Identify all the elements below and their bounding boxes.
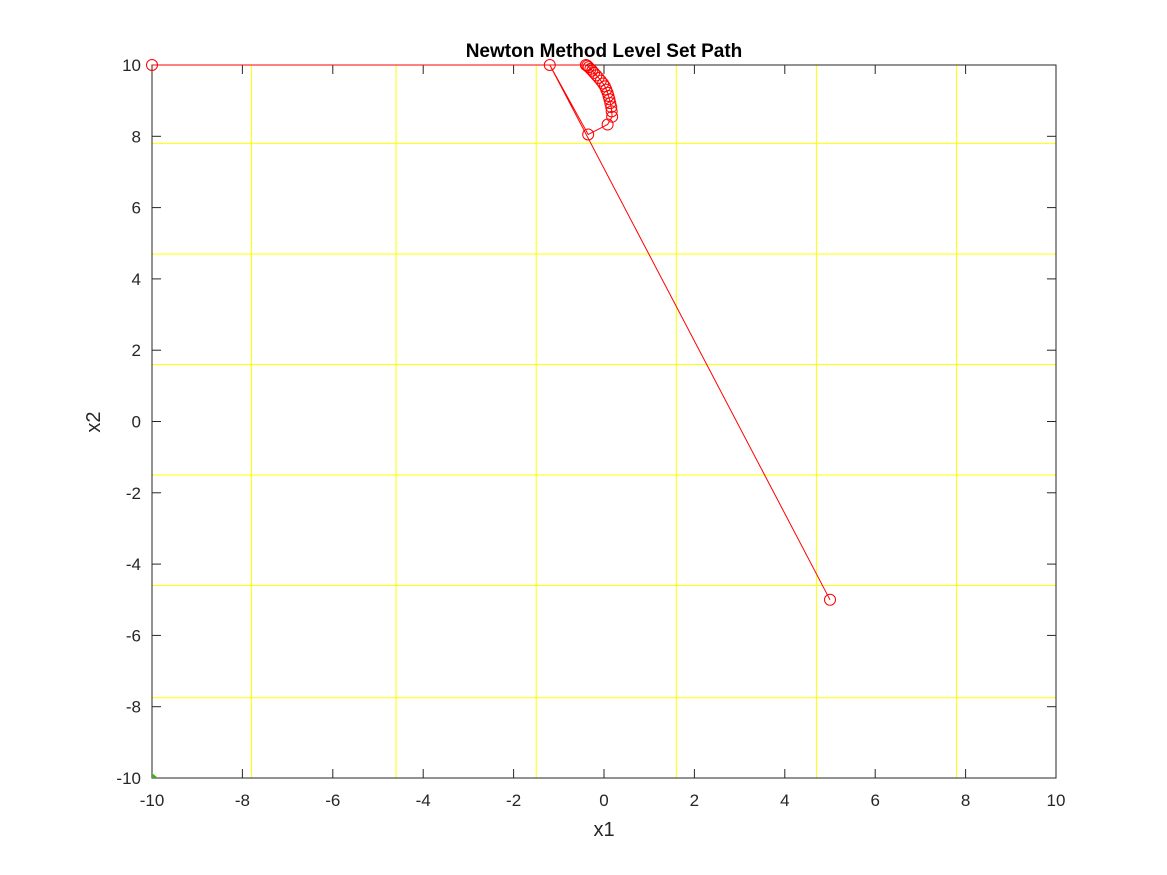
y-tick-label: -2 bbox=[126, 484, 141, 503]
data-point bbox=[606, 110, 619, 123]
y-tick-label: 2 bbox=[132, 341, 141, 360]
corner-marker bbox=[152, 773, 158, 778]
x-tick-label: 4 bbox=[780, 791, 789, 810]
data-point bbox=[605, 105, 618, 118]
data-point bbox=[543, 59, 556, 71]
x-tick-label: -10 bbox=[140, 791, 165, 810]
newton-path bbox=[146, 59, 836, 606]
y-tick-label: -4 bbox=[126, 555, 141, 574]
contour-lines bbox=[152, 65, 1056, 778]
data-point bbox=[146, 59, 158, 71]
y-tick-label: 10 bbox=[122, 56, 141, 75]
data-point bbox=[824, 593, 836, 606]
data-point bbox=[582, 128, 595, 141]
y-tick-label: 6 bbox=[132, 199, 141, 218]
x-tick-label: 8 bbox=[961, 791, 970, 810]
plot-area bbox=[152, 65, 1056, 778]
y-tick-label: -10 bbox=[116, 769, 141, 788]
x-axis-label: x1 bbox=[593, 819, 614, 841]
data-point bbox=[605, 101, 618, 114]
y-tick-label: -8 bbox=[126, 698, 141, 717]
y-tick-label: 0 bbox=[132, 413, 141, 432]
x-tick-label: -6 bbox=[325, 791, 340, 810]
x-tick-label: -2 bbox=[506, 791, 521, 810]
y-tick-label: 4 bbox=[132, 270, 141, 289]
x-tick-label: -8 bbox=[235, 791, 250, 810]
x-tick-label: 0 bbox=[599, 791, 608, 810]
x-tick-label: 6 bbox=[870, 791, 879, 810]
data-point bbox=[584, 62, 597, 75]
x-tick-label: -4 bbox=[416, 791, 431, 810]
data-point bbox=[579, 59, 592, 71]
y-axis-label: x2 bbox=[83, 411, 105, 432]
data-point bbox=[582, 61, 595, 74]
y-tick-label: 8 bbox=[132, 127, 141, 146]
x-tick-label: 10 bbox=[1047, 791, 1066, 810]
data-point bbox=[581, 59, 594, 72]
tick-labels: -10 -8 -6 -4 -2 0 2 4 6 8 10 -10 -8 -6 -4 -2 0 2 4 6 8 10 bbox=[116, 56, 1065, 810]
chart-title: Newton Method Level Set Path bbox=[466, 41, 743, 62]
x-tick-label: 2 bbox=[690, 791, 699, 810]
y-tick-label: -6 bbox=[126, 626, 141, 645]
